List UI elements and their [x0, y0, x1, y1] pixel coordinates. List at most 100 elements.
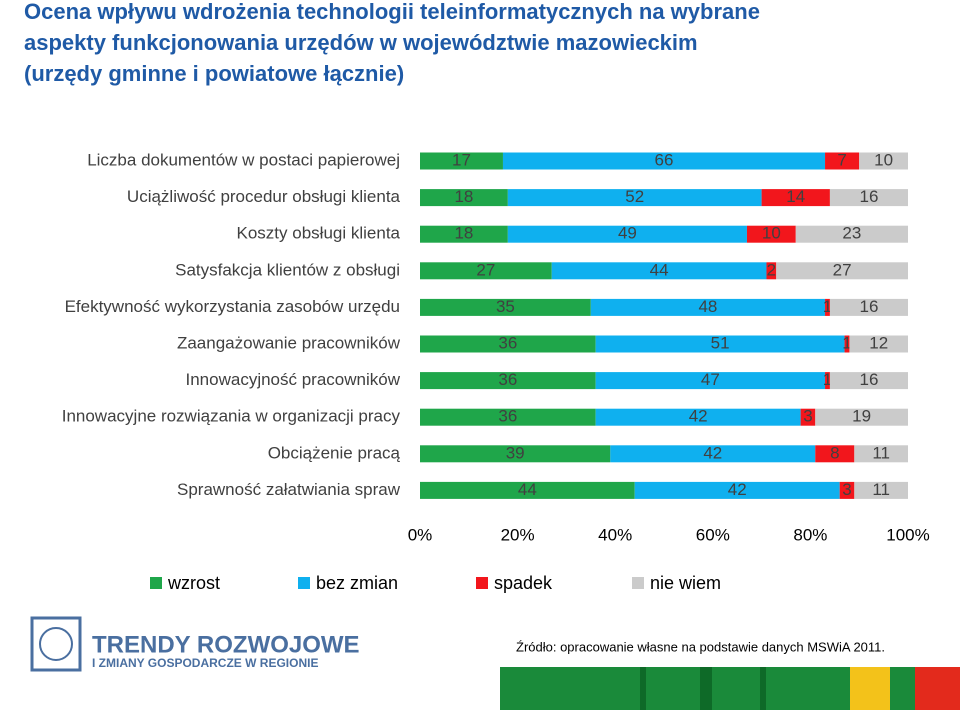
- data-label: 11: [872, 443, 890, 462]
- stripe: [850, 667, 890, 710]
- bar-segment: [420, 262, 552, 280]
- stripe: [915, 667, 960, 710]
- title-line: (urzędy gminne i powiatowe łącznie): [24, 61, 404, 86]
- data-label: 19: [852, 407, 871, 426]
- stripe: [640, 667, 646, 710]
- data-label: 51: [711, 333, 730, 352]
- data-label: 44: [650, 260, 669, 279]
- stripe: [700, 667, 712, 710]
- data-label: 36: [498, 333, 517, 352]
- x-tick-label: 0%: [408, 525, 433, 544]
- bar-segment: [829, 189, 908, 207]
- bar-segment: [815, 408, 908, 426]
- bar-segment: [766, 262, 777, 280]
- bar-segment: [829, 372, 908, 390]
- x-tick-label: 20%: [501, 525, 535, 544]
- data-label: 16: [859, 297, 878, 316]
- category-label: Liczba dokumentów w postaci papierowej: [87, 150, 400, 169]
- logo-text: I ZMIANY GOSPODARCZE W REGIONIE: [92, 656, 318, 670]
- data-label: 23: [842, 224, 861, 243]
- data-label: 14: [786, 187, 805, 206]
- category-label: Obciążenie pracą: [268, 443, 401, 462]
- x-tick-label: 100%: [886, 525, 929, 544]
- bar-segment: [420, 481, 635, 499]
- legend-swatch: [476, 577, 488, 589]
- data-label: 3: [842, 480, 851, 499]
- data-label: 44: [518, 480, 537, 499]
- data-label: 42: [728, 480, 747, 499]
- category-label: Innowacyjność pracowników: [186, 370, 401, 389]
- bar-segment: [815, 445, 855, 463]
- x-tick-label: 40%: [598, 525, 632, 544]
- bar-segment: [502, 152, 826, 170]
- data-label: 16: [859, 370, 878, 389]
- bar-segment: [595, 408, 801, 426]
- bar-segment: [844, 335, 850, 353]
- bar-segment: [507, 225, 747, 243]
- bar-segment: [795, 225, 908, 243]
- legend-label: bez zmian: [316, 573, 398, 593]
- bar-segment: [854, 445, 908, 463]
- footer-stripes: [500, 667, 960, 710]
- bar-segment: [825, 298, 830, 316]
- data-label: 1: [842, 333, 851, 352]
- bar-segment: [761, 189, 830, 207]
- bar-segment: [595, 335, 845, 353]
- stripe: [760, 667, 766, 710]
- data-label: 10: [762, 224, 781, 243]
- logo-text: TRENDY ROZWOJOWE: [92, 631, 360, 658]
- bar-segment: [839, 481, 855, 499]
- bar-segment: [420, 298, 591, 316]
- bar-segment: [746, 225, 796, 243]
- source: Źródło: opracowanie własne na podstawie …: [516, 639, 885, 654]
- category-label: Koszty obsługi klienta: [237, 224, 401, 243]
- data-label: 27: [476, 260, 495, 279]
- category-label: Innowacyjne rozwiązania w organizacji pr…: [62, 407, 401, 426]
- bar-segment: [420, 445, 611, 463]
- data-label: 35: [496, 297, 515, 316]
- bar-segment: [610, 445, 816, 463]
- bar-segment: [854, 481, 908, 499]
- data-label: 47: [701, 370, 720, 389]
- bar-segment: [420, 152, 503, 170]
- legend-swatch: [150, 577, 162, 589]
- category-label: Satysfakcja klientów z obsługi: [175, 260, 400, 279]
- bar-segment: [829, 298, 908, 316]
- data-label: 17: [452, 150, 471, 169]
- data-label: 49: [618, 224, 637, 243]
- legend-swatch: [632, 577, 644, 589]
- title-line: Ocena wpływu wdrożenia technologii telei…: [24, 0, 760, 24]
- data-label: 48: [698, 297, 717, 316]
- title: Ocena wpływu wdrożenia technologii telei…: [24, 0, 760, 86]
- data-label: 11: [872, 480, 890, 499]
- legend-label: nie wiem: [650, 573, 721, 593]
- bar-segment: [825, 152, 860, 170]
- data-label: 1: [823, 297, 832, 316]
- data-label: 42: [703, 443, 722, 462]
- category-label: Sprawność załatwiania spraw: [177, 480, 401, 499]
- logo-circle: [39, 627, 73, 661]
- data-label: 3: [803, 407, 812, 426]
- title-line: aspekty funkcjonowania urzędów w wojewód…: [24, 30, 698, 55]
- legend-swatch: [298, 577, 310, 589]
- data-label: 16: [859, 187, 878, 206]
- bar-segment: [800, 408, 816, 426]
- category-label: Zaangażowanie pracowników: [177, 333, 401, 352]
- x-tick-label: 80%: [793, 525, 827, 544]
- bar-segment: [849, 335, 908, 353]
- bar-segment: [420, 189, 508, 207]
- data-label: 27: [833, 260, 852, 279]
- data-label: 39: [506, 443, 525, 462]
- logo: TRENDY ROZWOJOWE I ZMIANY GOSPODARCZE W …: [30, 616, 360, 672]
- legend-label: wzrost: [167, 573, 220, 593]
- bar-segment: [551, 262, 767, 280]
- data-label: 2: [767, 260, 776, 279]
- data-label: 66: [655, 150, 674, 169]
- bar-segment: [507, 189, 762, 207]
- data-label: 36: [498, 370, 517, 389]
- bar-segment: [825, 372, 830, 390]
- data-label: 7: [837, 150, 846, 169]
- bar-segment: [634, 481, 840, 499]
- data-label: 42: [689, 407, 708, 426]
